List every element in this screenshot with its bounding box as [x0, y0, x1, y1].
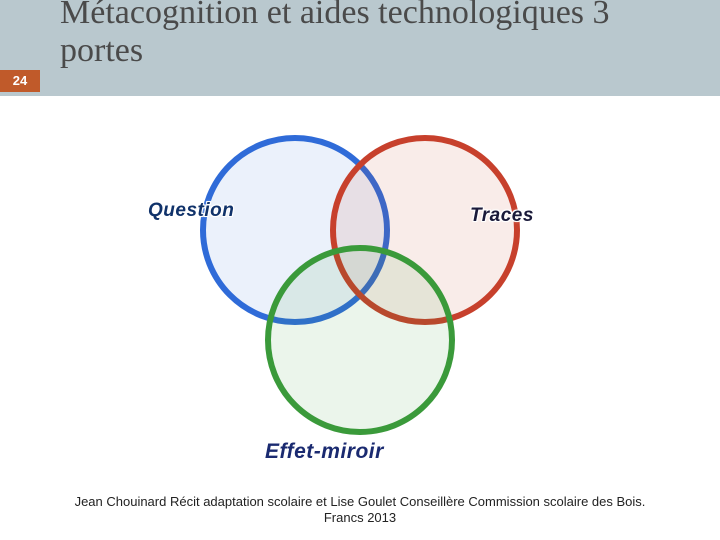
slide: Métacognition et aides technologiques 3 … — [0, 0, 720, 540]
footer-line2: Francs 2013 — [324, 510, 396, 525]
venn-diagram: QuestionTracesEffet-miroir — [170, 110, 550, 470]
venn-label-question: Question — [148, 200, 234, 222]
footer-line1: Jean Chouinard Récit adaptation scolaire… — [75, 494, 646, 509]
slide-number-badge: 24 — [0, 70, 40, 92]
footer-caption: Jean Chouinard Récit adaptation scolaire… — [0, 494, 720, 526]
venn-circle-effet-miroir — [265, 245, 455, 435]
venn-label-traces: Traces — [470, 205, 534, 227]
page-title: Métacognition et aides technologiques 3 … — [60, 0, 700, 70]
venn-label-effet-miroir: Effet-miroir — [265, 440, 384, 464]
